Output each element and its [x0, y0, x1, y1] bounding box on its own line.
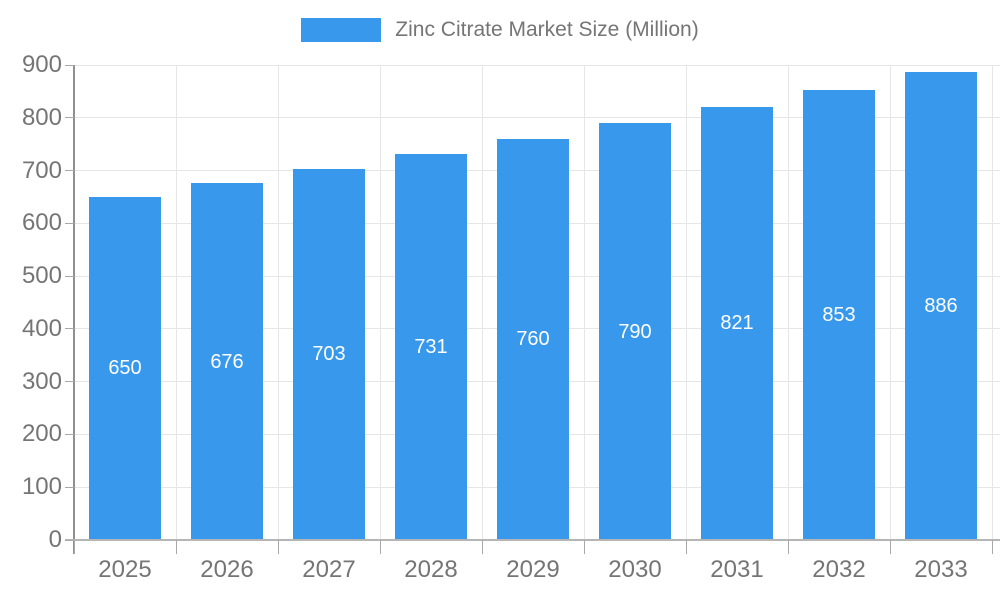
- y-axis-tick-label: 700: [21, 156, 62, 184]
- x-axis-tick: [787, 540, 789, 554]
- x-axis-tick: [991, 540, 993, 554]
- y-axis-tick: [65, 222, 74, 224]
- bar-value-label: 886: [924, 295, 958, 318]
- y-axis-tick-label: 100: [21, 473, 62, 501]
- y-axis-tick: [65, 381, 74, 383]
- y-axis-tick-label: 400: [21, 314, 62, 342]
- bar: [599, 123, 671, 540]
- bar: [701, 106, 773, 540]
- gridline-vertical: [787, 65, 789, 540]
- bar-value-label: 731: [414, 336, 448, 359]
- x-axis-tick: [583, 540, 585, 554]
- plot-area: 650 676 703 731 760 790 821 853 886: [74, 64, 1000, 540]
- gridline-horizontal: [74, 117, 1000, 119]
- gridline-vertical: [991, 65, 993, 540]
- y-axis-tick: [65, 328, 74, 330]
- bar: [89, 196, 161, 540]
- y-axis-tick: [65, 117, 74, 119]
- gridline-vertical: [685, 65, 687, 540]
- gridline-vertical: [379, 65, 381, 540]
- x-axis-tick: [685, 540, 687, 554]
- bar-value-label: 703: [312, 343, 346, 366]
- y-axis-tick-label: 900: [21, 51, 62, 78]
- y-axis-tick: [65, 64, 74, 66]
- y-axis-tick: [65, 170, 74, 172]
- bar-value-label: 821: [720, 312, 754, 335]
- bar: [497, 138, 569, 540]
- x-axis-line: [65, 539, 1000, 541]
- bar-value-label: 853: [822, 303, 856, 326]
- bar-value-label: 676: [210, 350, 244, 373]
- x-axis-tick-label: 2031: [710, 556, 764, 583]
- y-axis-tick: [65, 539, 74, 541]
- x-axis-tick-label: 2025: [98, 556, 152, 583]
- bar: [395, 154, 467, 540]
- bar: [905, 72, 977, 540]
- legend-swatch: [301, 18, 382, 42]
- y-axis-tick-label: 0: [48, 526, 62, 553]
- bar: [191, 183, 263, 540]
- y-axis-tick-label: 600: [21, 209, 62, 237]
- y-axis-tick: [65, 433, 74, 435]
- y-axis-tick-label: 800: [21, 103, 62, 131]
- x-axis-tick: [481, 540, 483, 554]
- y-axis-tick-label: 500: [21, 262, 62, 290]
- y-axis-tick: [65, 486, 74, 488]
- gridline-vertical: [583, 65, 585, 540]
- x-axis-tick-label: 2030: [608, 556, 662, 583]
- legend-label: Zinc Citrate Market Size (Million): [395, 18, 699, 41]
- x-axis-tick-label: 2033: [914, 556, 968, 583]
- bar-value-label: 790: [618, 320, 652, 343]
- y-axis-tick: [65, 275, 74, 277]
- x-axis-tick: [175, 540, 177, 554]
- gridline-vertical: [175, 65, 177, 540]
- chart-legend: Zinc Citrate Market Size (Million): [0, 14, 1000, 46]
- y-axis-tick-label: 300: [21, 367, 62, 395]
- x-axis-tick: [73, 540, 75, 554]
- gridline-horizontal: [74, 64, 1000, 66]
- x-axis-tick: [277, 540, 279, 554]
- bar-value-label: 650: [108, 357, 142, 380]
- x-axis-tick-label: 2032: [812, 556, 866, 583]
- gridline-vertical: [277, 65, 279, 540]
- bar-value-label: 760: [516, 328, 550, 351]
- y-axis-line: [73, 65, 75, 554]
- x-axis-tick-label: 2028: [404, 556, 458, 583]
- bar: [803, 89, 875, 540]
- bar: [293, 168, 365, 540]
- x-axis-tick: [379, 540, 381, 554]
- x-axis-tick-label: 2029: [506, 556, 560, 583]
- x-axis-tick: [889, 540, 891, 554]
- gridline-vertical: [481, 65, 483, 540]
- y-axis-tick-label: 200: [21, 420, 62, 448]
- x-axis-tick-label: 2027: [302, 556, 356, 583]
- x-axis-tick-label: 2026: [200, 556, 254, 583]
- gridline-vertical: [889, 65, 891, 540]
